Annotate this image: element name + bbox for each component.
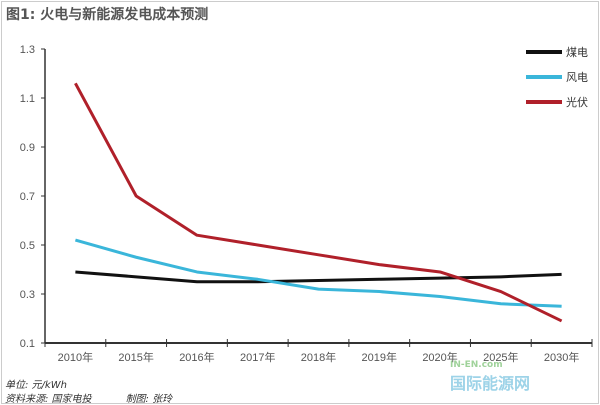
unit-note: 单位: 元/kWh: [5, 380, 67, 391]
source-text: 资料来源: 国家电投: [5, 394, 92, 405]
y-tick-label: 0.5: [20, 240, 35, 252]
y-tick-label: 0.1: [20, 338, 35, 350]
y-tick-label: 0.7: [20, 191, 35, 203]
x-tick-label: 2017年: [240, 350, 275, 364]
watermark-bottom: 国际能源网: [450, 374, 531, 393]
series-line-光伏: [74, 82, 563, 323]
x-tick-label: 2016年: [179, 350, 214, 364]
series-line-风电: [74, 238, 562, 308]
x-tick-label: 2019年: [362, 350, 397, 364]
watermark-top: IN-EN.com: [450, 360, 503, 370]
author-text: 制图: 张玲: [125, 394, 173, 405]
y-tick-label: 0.9: [20, 142, 35, 154]
legend-label: 风电: [566, 71, 588, 84]
x-tick-label: 2030年: [544, 350, 579, 364]
x-tick-label: 2025年: [483, 350, 518, 364]
x-tick-label: 2020年: [422, 350, 457, 364]
y-tick-label: 1.3: [20, 44, 35, 56]
watermark-logo: IN-EN.com 国际能源网: [450, 360, 530, 394]
y-tick-label: 0.3: [20, 289, 35, 301]
x-tick-label: 2010年: [58, 350, 93, 364]
legend-label: 光伏: [566, 95, 588, 109]
chart-title: 图1: 火电与新能源发电成本预测: [6, 7, 209, 23]
source-note: 资料来源: 国家电投 制图: 张玲: [5, 390, 172, 405]
x-tick-label: 2015年: [118, 350, 153, 364]
x-tick-label: 2018年: [301, 350, 336, 364]
y-tick-label: 1.1: [20, 93, 35, 105]
series-line-煤电: [75, 270, 562, 284]
legend-label: 煤电: [566, 46, 588, 59]
